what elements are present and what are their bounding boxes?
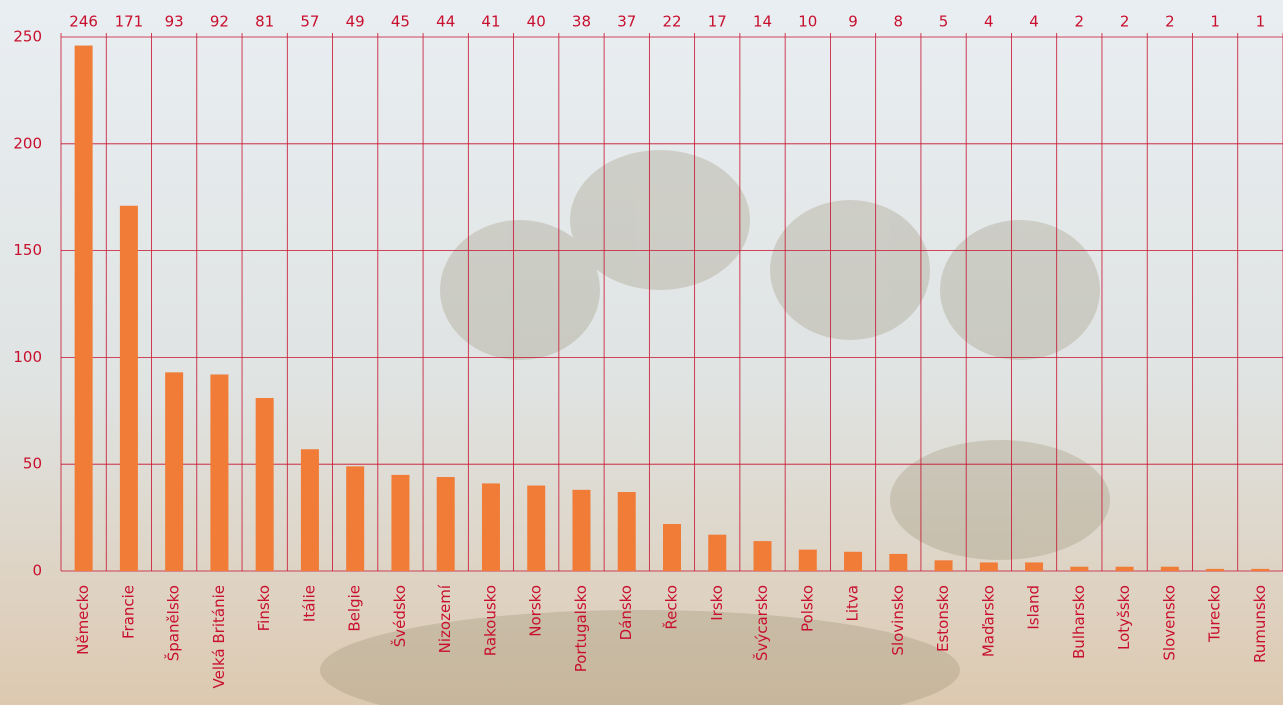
- x-tick-label: Portugalsko: [572, 585, 590, 672]
- x-tick-label: Irsko: [708, 585, 726, 621]
- value-label: 14: [753, 13, 772, 31]
- value-label: 40: [527, 13, 546, 31]
- value-label: 8: [894, 13, 904, 31]
- bar: [120, 206, 138, 571]
- value-label: 4: [984, 13, 994, 31]
- y-tick-label: 0: [32, 562, 42, 580]
- y-tick-label: 250: [13, 28, 42, 46]
- bar: [391, 475, 409, 571]
- y-tick-label: 50: [23, 455, 42, 473]
- bar: [75, 46, 93, 571]
- x-tick-label: Slovinsko: [889, 585, 907, 656]
- value-label: 81: [255, 13, 274, 31]
- y-tick-label: 100: [13, 348, 42, 366]
- x-tick-label: Lotyšsko: [1115, 585, 1133, 650]
- bar: [210, 374, 228, 571]
- value-label: 17: [708, 13, 727, 31]
- bar: [572, 490, 590, 571]
- x-tick-label: Rumunsko: [1251, 585, 1269, 663]
- bar: [754, 541, 772, 571]
- value-label: 2: [1075, 13, 1085, 31]
- x-tick-label: Slovensko: [1160, 585, 1178, 661]
- value-label: 246: [69, 13, 98, 31]
- value-label: 41: [481, 13, 500, 31]
- value-label: 4: [1029, 13, 1039, 31]
- value-label: 2: [1120, 13, 1130, 31]
- bar: [935, 560, 953, 571]
- bar: [1116, 567, 1134, 571]
- x-tick-label: Rakousko: [481, 585, 499, 656]
- x-tick-label: Švédsko: [390, 585, 409, 647]
- bar: [482, 483, 500, 571]
- chart: 050100150200250246Německo171Francie93Špa…: [0, 0, 1283, 705]
- value-label: 38: [572, 13, 591, 31]
- bar: [346, 466, 364, 571]
- bar: [708, 535, 726, 571]
- bar: [663, 524, 681, 571]
- bar: [889, 554, 907, 571]
- bar: [437, 477, 455, 571]
- value-label: 171: [115, 13, 144, 31]
- x-tick-label: Polsko: [798, 585, 816, 632]
- x-tick-label: Dánsko: [617, 585, 635, 640]
- bar: [527, 486, 545, 571]
- x-tick-label: Švýcarsko: [752, 585, 771, 661]
- bar: [165, 372, 183, 571]
- x-tick-label: Estonsko: [934, 585, 952, 652]
- x-tick-label: Maďarsko: [979, 585, 997, 657]
- y-tick-label: 200: [13, 134, 42, 152]
- x-tick-label: Norsko: [527, 585, 545, 637]
- bar: [1161, 567, 1179, 571]
- value-label: 1: [1210, 13, 1220, 31]
- y-tick-label: 150: [13, 241, 42, 259]
- x-tick-label: Německo: [74, 585, 92, 655]
- background: [0, 0, 1283, 705]
- value-label: 1: [1256, 13, 1266, 31]
- x-tick-label: Velká Británie: [210, 585, 228, 688]
- x-tick-label: Itálie: [300, 585, 318, 622]
- x-tick-label: Litva: [844, 585, 862, 621]
- x-tick-label: Nizozemí: [436, 584, 454, 653]
- value-label: 22: [662, 13, 681, 31]
- bar: [799, 550, 817, 571]
- value-label: 5: [939, 13, 949, 31]
- value-label: 2: [1165, 13, 1175, 31]
- value-label: 37: [617, 13, 636, 31]
- value-label: 49: [346, 13, 365, 31]
- value-label: 9: [848, 13, 858, 31]
- bar: [301, 449, 319, 571]
- x-tick-label: Řecko: [662, 585, 681, 630]
- x-tick-label: Turecko: [1206, 585, 1224, 643]
- bar: [618, 492, 636, 571]
- value-label: 45: [391, 13, 410, 31]
- x-tick-label: Finsko: [255, 585, 273, 631]
- value-label: 57: [300, 13, 319, 31]
- x-tick-label: Španělsko: [164, 585, 183, 661]
- bar: [1251, 569, 1269, 571]
- bar: [1070, 567, 1088, 571]
- x-tick-label: Island: [1025, 585, 1043, 630]
- bar: [1206, 569, 1224, 571]
- value-label: 92: [210, 13, 229, 31]
- bar: [844, 552, 862, 571]
- value-label: 93: [165, 13, 184, 31]
- x-tick-label: Belgie: [346, 585, 364, 632]
- value-label: 44: [436, 13, 455, 31]
- x-tick-label: Francie: [119, 585, 137, 639]
- value-label: 10: [798, 13, 817, 31]
- x-tick-label: Bulharsko: [1070, 585, 1088, 659]
- bar: [980, 562, 998, 571]
- bar: [1025, 562, 1043, 571]
- bar: [256, 398, 274, 571]
